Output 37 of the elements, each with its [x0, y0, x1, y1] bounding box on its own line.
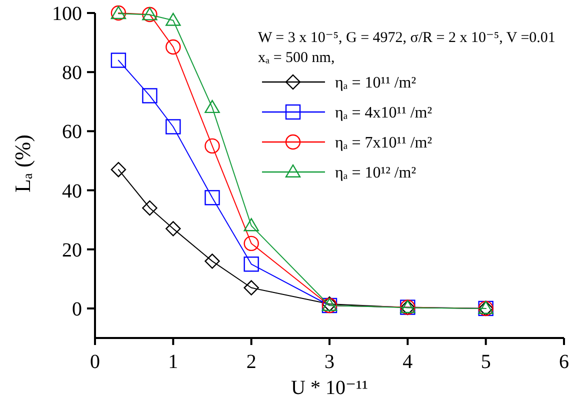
point	[204, 254, 220, 269]
point	[166, 12, 181, 26]
point	[244, 236, 259, 252]
x-tick-label: 3	[324, 351, 334, 373]
x-tick-label: 1	[168, 351, 178, 373]
x-tick-label: 6	[559, 351, 569, 373]
y-tick-label: 60	[62, 121, 82, 144]
point	[244, 218, 259, 232]
point	[166, 119, 181, 134]
legend-label: ηₐ = 4x10¹¹ /m²	[335, 104, 432, 122]
y-tick-label: 0	[72, 298, 82, 320]
x-tick-label: 5	[480, 351, 491, 373]
point	[110, 52, 126, 68]
point	[142, 88, 158, 104]
y-tick-label: 100	[52, 3, 82, 25]
annotation: xₐ = 500 nm,	[258, 50, 335, 66]
point	[166, 221, 181, 236]
point	[142, 200, 158, 216]
annotation: W = 3 x 10⁻⁵, G = 4972, σ/R = 2 x 10⁻⁵, V =0.01	[258, 30, 556, 46]
point	[204, 100, 220, 114]
x-tick-label: 0	[90, 351, 100, 373]
point	[204, 190, 220, 206]
y-tick-label: 80	[62, 62, 82, 84]
x-tick-label: 4	[402, 351, 413, 373]
point	[204, 138, 220, 154]
x-tick-label: 2	[246, 351, 256, 373]
y-tick-label: 40	[62, 180, 82, 202]
x-axis-title: U * 10⁻¹¹	[291, 377, 368, 399]
legend-label: ηₐ = 10¹¹ /m²	[335, 74, 416, 92]
point	[110, 162, 126, 178]
point	[166, 39, 181, 55]
point	[244, 280, 259, 296]
legend-label: ηₐ = 10¹² /m²	[335, 164, 416, 182]
y-tick-label: 20	[62, 239, 82, 262]
point	[244, 256, 259, 272]
legend-label: ηₐ = 7x10¹¹ /m²	[335, 134, 432, 152]
y-axis-title: Lₐ (%)	[10, 134, 35, 192]
